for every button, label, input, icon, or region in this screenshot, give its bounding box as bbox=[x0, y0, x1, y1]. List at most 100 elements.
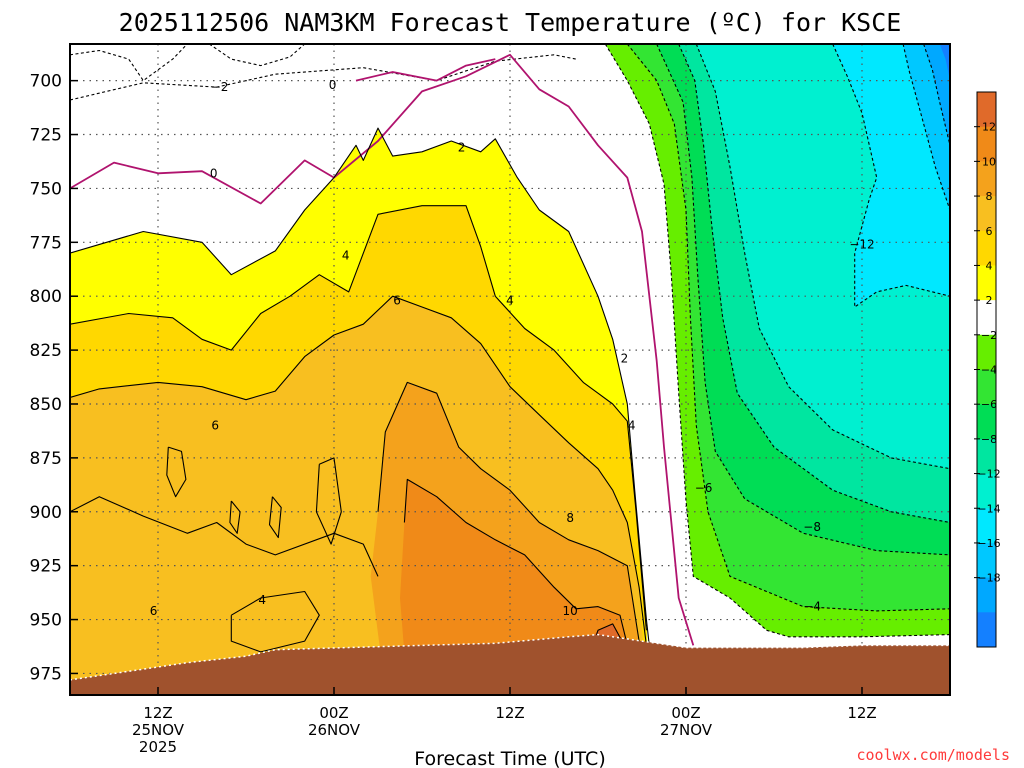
colorbar-bin-2 bbox=[977, 161, 996, 197]
x-tick-label-24-0: 00Z bbox=[319, 704, 348, 722]
contour-line-6 bbox=[377, 381, 640, 642]
contour-label-9: 6 bbox=[211, 419, 219, 433]
contour-line-10 bbox=[166, 446, 187, 498]
y-axis: 700 725 750 775 800 825 850 875 900 925 950 975 bbox=[30, 72, 78, 684]
contour-layer bbox=[70, 44, 950, 674]
contour-label-layer: −2 0 0 2 4 6 4 2 4 6 −6 8 −8 6 4 10 −4 −12 bbox=[150, 78, 875, 618]
colorbar-label-0: 12 bbox=[982, 121, 996, 134]
colorbar-bin-6 bbox=[977, 300, 996, 336]
contour-label-1: 0 bbox=[329, 78, 337, 92]
y-tick-label-975: 975 bbox=[30, 664, 62, 684]
contour-label-7: 2 bbox=[621, 352, 629, 366]
colorbar-bin-4 bbox=[977, 230, 996, 266]
colorbar-bin-10 bbox=[977, 438, 996, 474]
temp-region-0 bbox=[70, 54, 950, 691]
contour-line-12 bbox=[268, 496, 282, 539]
contour-line-20 bbox=[902, 44, 950, 211]
contour-line-15 bbox=[626, 44, 950, 612]
contour-line-3 bbox=[70, 127, 650, 646]
colorbar-bin-0 bbox=[977, 92, 996, 128]
colorbar-label-10: −12 bbox=[977, 468, 1000, 481]
contour-label-0: −2 bbox=[211, 80, 229, 94]
contour-line-24 bbox=[208, 44, 306, 67]
y-tick-label-850: 850 bbox=[30, 395, 62, 415]
contour-label-6: 4 bbox=[506, 294, 514, 308]
contour-line-1 bbox=[70, 53, 695, 646]
contour-line-11 bbox=[229, 500, 241, 534]
contour-line-2 bbox=[355, 58, 496, 82]
colorbar-label-4: 4 bbox=[986, 259, 993, 272]
contour-label-13: 6 bbox=[150, 604, 158, 618]
contour-label-5: 6 bbox=[393, 294, 401, 308]
colorbar-label-3: 6 bbox=[986, 225, 993, 238]
colorbar-label-12: −16 bbox=[977, 537, 1000, 550]
contour-line-19 bbox=[832, 44, 950, 308]
x-tick-label-12-2: 2025 bbox=[139, 738, 177, 756]
contour-label-4: 4 bbox=[342, 248, 350, 262]
contour-line-21 bbox=[923, 44, 950, 146]
x-tick-label-12-1: 25NOV bbox=[132, 721, 185, 739]
x-axis-label: Forecast Time (UTC) bbox=[414, 748, 605, 768]
contour-label-17: −12 bbox=[849, 237, 874, 251]
colorbar-label-1: 10 bbox=[982, 155, 996, 168]
y-tick-label-875: 875 bbox=[30, 449, 62, 469]
contour-label-2: 0 bbox=[210, 166, 218, 180]
contour-line-5 bbox=[70, 295, 647, 646]
contour-line-23 bbox=[70, 44, 188, 82]
x-tick-label-48-1: 27NOV bbox=[660, 721, 713, 739]
colorbar-label-2: 8 bbox=[986, 190, 993, 203]
colorbar-bin-9 bbox=[977, 404, 996, 440]
y-tick-label-825: 825 bbox=[30, 341, 62, 361]
temp-region-9 bbox=[939, 44, 950, 81]
contour-line-9 bbox=[230, 590, 320, 653]
y-tick-label-775: 775 bbox=[30, 233, 62, 253]
x-tick-label-12-0: 12Z bbox=[143, 704, 172, 722]
contour-line-22 bbox=[604, 44, 950, 638]
contour-label-10: −6 bbox=[695, 481, 713, 495]
colorbar-label-9: −8 bbox=[981, 433, 997, 446]
y-tick-label-925: 925 bbox=[30, 557, 62, 577]
colorbar: 12 10 8 6 4 2 −2 −4 −6 −8 −12 −14 −16 −18 bbox=[974, 91, 1001, 648]
contour-label-8: 4 bbox=[628, 419, 636, 433]
contour-line-18 bbox=[695, 44, 950, 470]
credit-text: coolwx.com/models bbox=[856, 746, 1010, 764]
colorbar-label-13: −18 bbox=[977, 572, 1000, 585]
contour-label-15: 10 bbox=[562, 604, 577, 618]
colorbar-bin-5 bbox=[977, 265, 996, 301]
y-tick-label-700: 700 bbox=[30, 72, 62, 92]
terrain-fill bbox=[70, 634, 950, 695]
contour-line-13 bbox=[315, 457, 342, 545]
y-tick-label-750: 750 bbox=[30, 179, 62, 199]
colorbar-bin-1 bbox=[977, 126, 996, 162]
contour-line-7 bbox=[403, 478, 633, 663]
y-tick-label-900: 900 bbox=[30, 503, 62, 523]
colorbar-bin-7 bbox=[977, 334, 996, 370]
colorbar-label-7: −4 bbox=[981, 364, 997, 377]
colorbar-label-8: −6 bbox=[981, 398, 997, 411]
contour-line-16 bbox=[656, 44, 950, 556]
colorbar-bin-13 bbox=[977, 542, 996, 579]
temperature-fill-layer bbox=[70, 44, 950, 691]
terrain-layer bbox=[70, 633, 950, 695]
contour-label-12: −8 bbox=[803, 520, 821, 534]
x-tick-label-48-0: 00Z bbox=[671, 704, 700, 722]
colorbar-label-5: 2 bbox=[986, 294, 993, 307]
y-tick-label-725: 725 bbox=[30, 126, 62, 146]
x-tick-label-24-1: 26NOV bbox=[308, 721, 361, 739]
x-tick-label-36-0: 12Z bbox=[495, 704, 524, 722]
chart-title: 2025112506 NAM3KM Forecast Temperature (… bbox=[119, 8, 902, 37]
contour-label-16: −4 bbox=[803, 600, 821, 614]
colorbar-bin-15 bbox=[977, 612, 996, 648]
contour-line-4 bbox=[70, 205, 647, 631]
colorbar-label-11: −14 bbox=[977, 502, 1000, 515]
contour-line-14 bbox=[70, 496, 379, 577]
contour-line-17 bbox=[678, 44, 950, 524]
colorbar-bin-12 bbox=[977, 508, 996, 544]
colorbar-label-6: −2 bbox=[981, 329, 997, 342]
colorbar-bin-14 bbox=[977, 577, 996, 613]
colorbar-bin-3 bbox=[977, 196, 996, 232]
contour-label-3: 2 bbox=[458, 140, 466, 154]
colorbar-bin-11 bbox=[977, 473, 996, 509]
